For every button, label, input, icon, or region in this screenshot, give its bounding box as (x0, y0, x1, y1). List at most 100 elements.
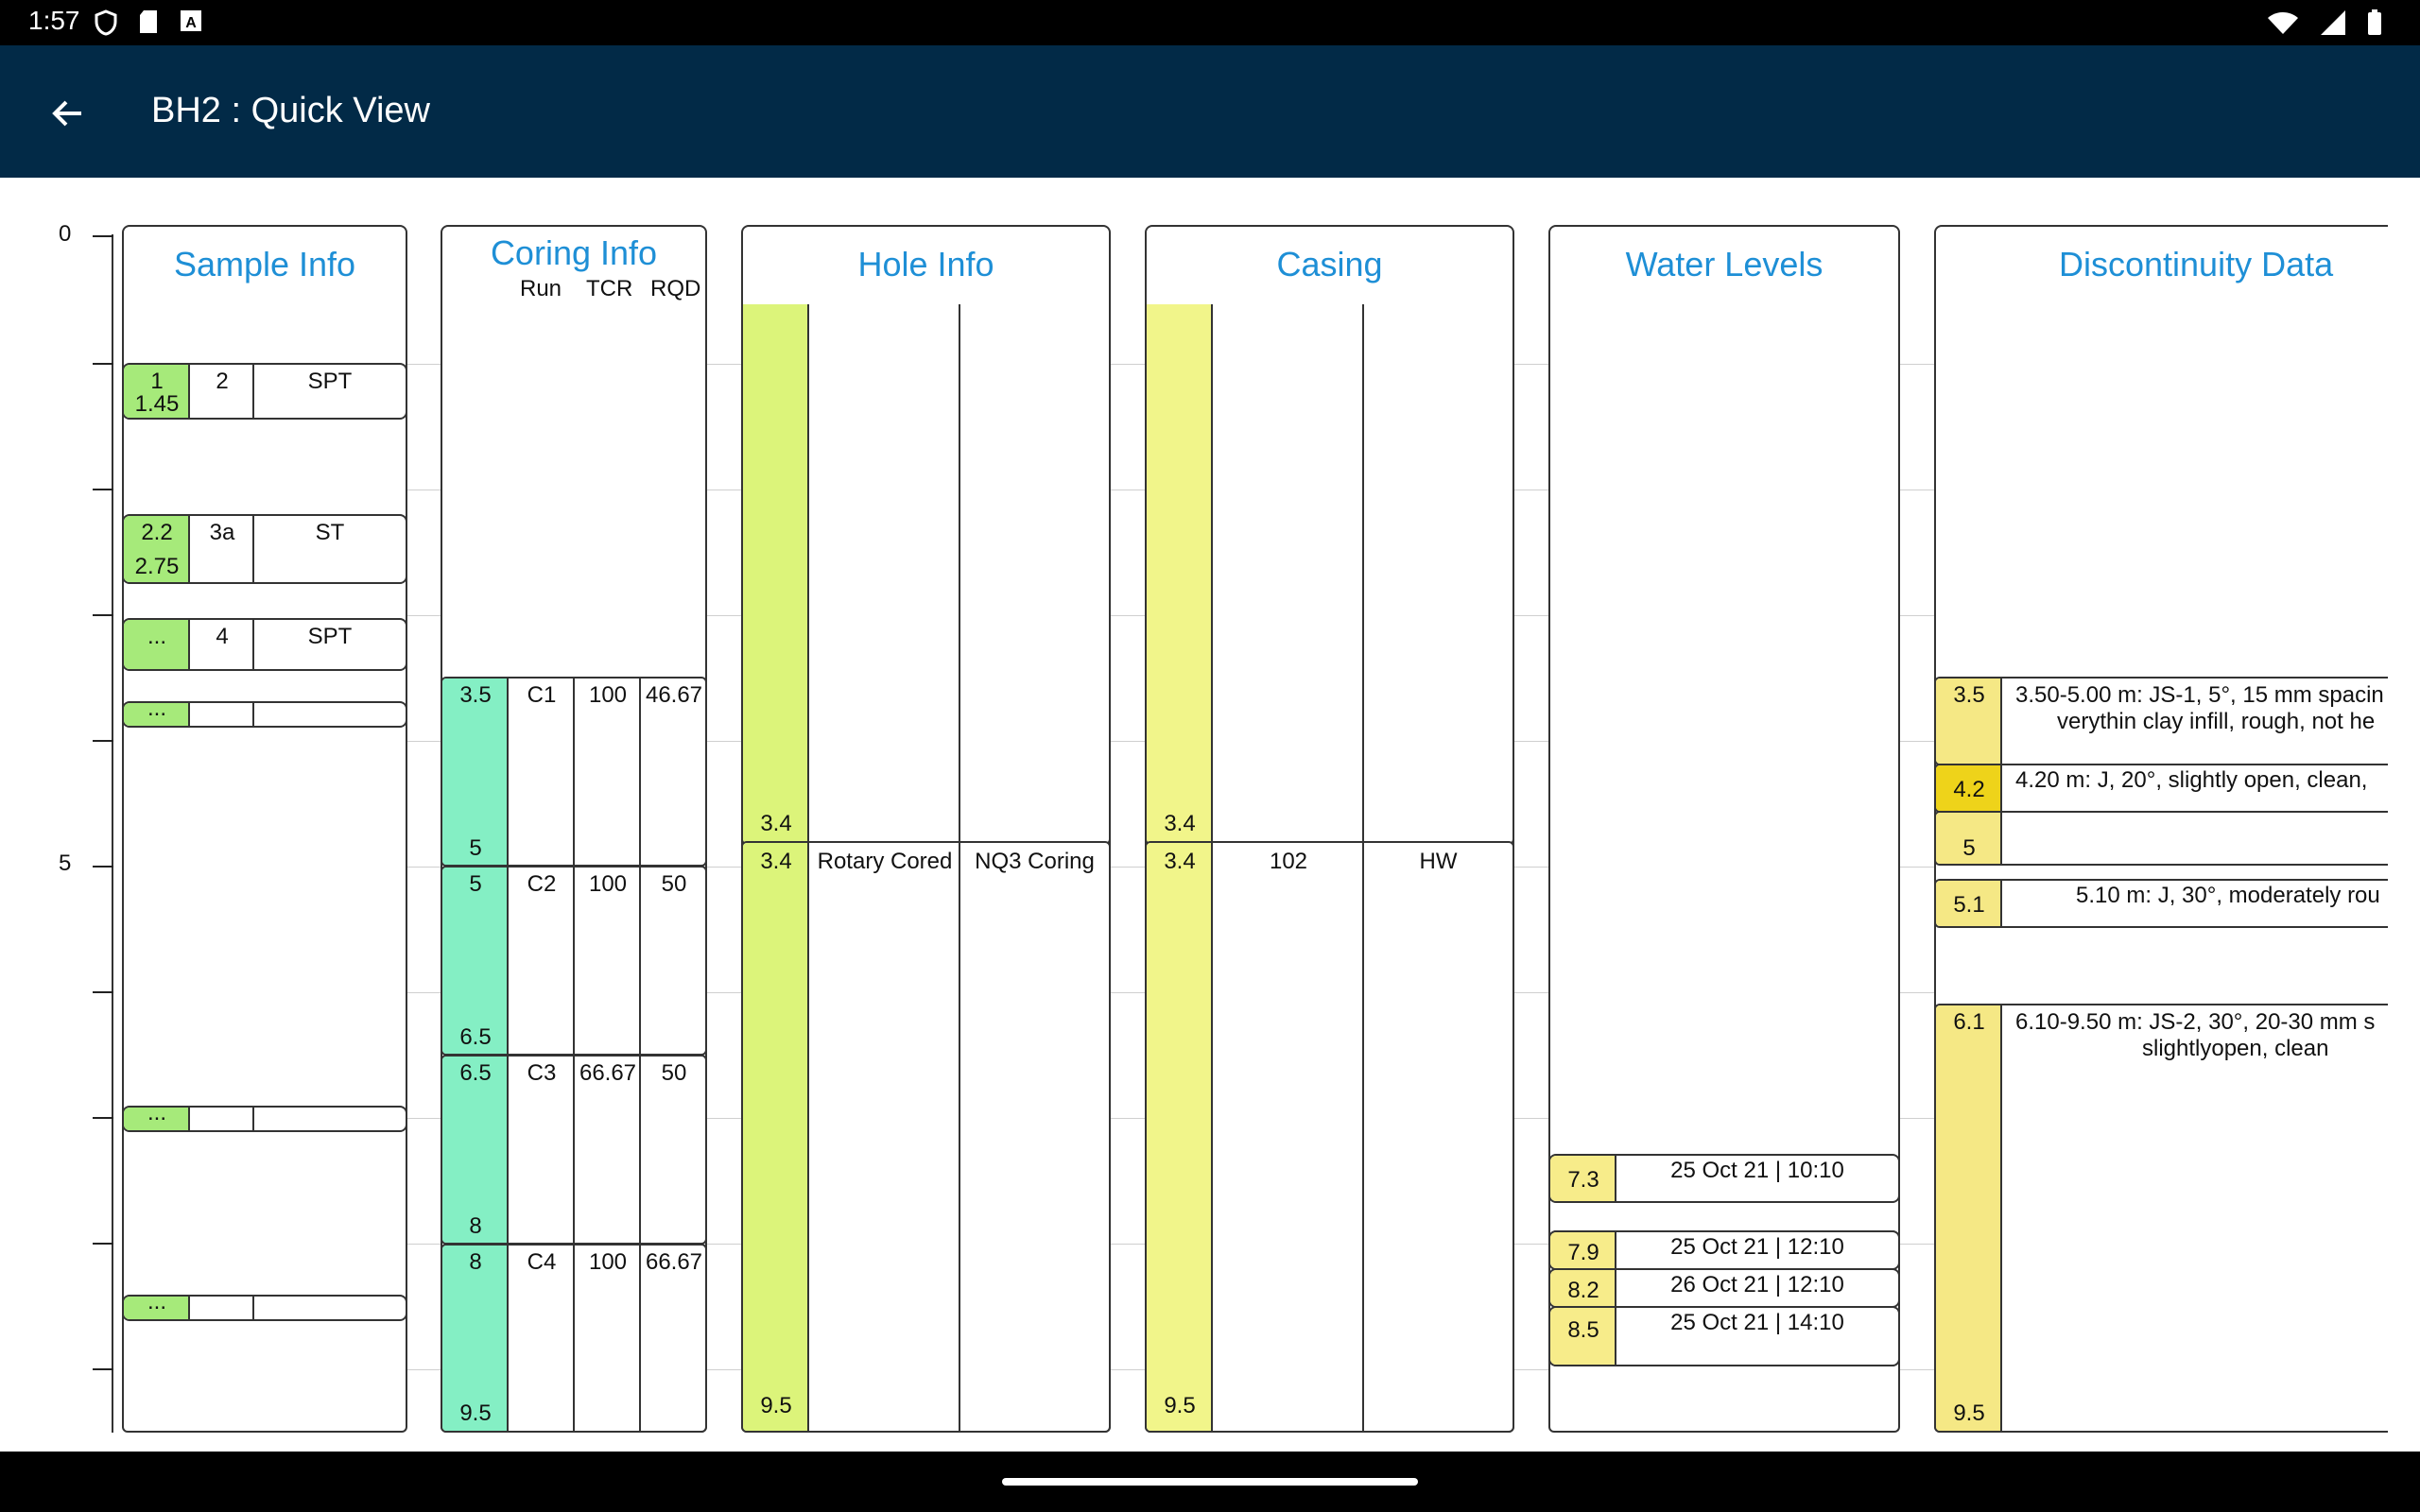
discontinuity-depth: 4.2 (1936, 765, 2002, 811)
discontinuity-description: 6.10-9.50 m: JS-2, 30°, 20-30 mm s sligh… (2015, 1009, 2376, 1061)
discontinuity-data-header[interactable]: Discontinuity Data (1934, 225, 2388, 306)
sample-type: SPT (307, 369, 353, 394)
depth-tick (93, 1117, 113, 1119)
run-subheader: Run (520, 276, 562, 301)
hole-core (960, 304, 1109, 843)
water-datetime: 25 Oct 21 | 12:10 (1670, 1234, 1844, 1260)
sample-number (190, 703, 254, 726)
discontinuity-row[interactable]: 4.2 4.20 m: J, 20°, slightly open, clean… (1934, 764, 2388, 813)
run-id: C2 (509, 868, 575, 1054)
discontinuity-description: 4.20 m: J, 20°, slightly open, clean, (2015, 767, 2368, 793)
run-depth: 6.5 8 (442, 1057, 509, 1243)
depth-tick (93, 614, 113, 616)
sample-row[interactable]: 1 1.45 2 SPT (122, 363, 407, 420)
depth-tick (93, 1368, 113, 1370)
water-level-row[interactable]: 7.3 25 Oct 21 | 10:10 (1548, 1154, 1900, 1203)
rqd-subheader: RQD (650, 276, 701, 301)
wifi-icon (2268, 12, 2298, 34)
sample-type: ST (315, 520, 345, 545)
battery-icon (2368, 9, 2381, 35)
hole-depth: 3.4 (743, 304, 809, 843)
depth-tick (93, 740, 113, 742)
sample-info-header[interactable]: Sample Info (122, 225, 407, 306)
casing-type (1364, 304, 1512, 843)
shield-icon (95, 9, 117, 36)
sample-type (254, 1108, 406, 1130)
sample-number: 3a (190, 516, 254, 582)
coring-run-row[interactable]: 3.5 5 C1 100 46.67 (441, 677, 707, 867)
discontinuity-depth: 5 (1936, 813, 2002, 864)
run-tcr: 66.67 (575, 1057, 641, 1243)
depth-tick (93, 235, 113, 237)
run-id: C3 (509, 1057, 575, 1243)
font-icon: A (181, 10, 201, 31)
run-depth: 3.5 5 (442, 679, 509, 865)
sample-row[interactable]: ... 4 SPT (122, 618, 407, 671)
run-rqd: 50 (661, 1060, 687, 1086)
sample-number: 2 (190, 365, 254, 418)
discontinuity-description: 5.10 m: J, 30°, moderately rou (2076, 883, 2380, 908)
casing-interval-row[interactable]: 3.4 9.5 102 HW (1145, 841, 1514, 1433)
discontinuity-description (2002, 813, 2388, 864)
water-levels-header[interactable]: Water Levels (1548, 225, 1900, 306)
hole-depth: 3.4 9.5 (743, 843, 809, 1431)
casing-depth: 3.4 (1147, 304, 1213, 843)
signal-icon (2321, 10, 2345, 35)
run-depth: 5 6.5 (442, 868, 509, 1054)
borehole-log[interactable]: 0 5 Sample Info 1 1.45 2 SPT 2.2 2.75 3a… (0, 178, 2420, 1452)
discontinuity-row[interactable]: 5.1 5.10 m: J, 30°, moderately rou (1934, 879, 2388, 928)
depth-label-5: 5 (59, 850, 72, 876)
coring-info-title: Coring Info (490, 233, 658, 272)
water-depth: 7.9 (1550, 1232, 1616, 1268)
water-depth: 8.5 (1550, 1308, 1616, 1365)
water-datetime: 26 Oct 21 | 12:10 (1670, 1272, 1844, 1297)
coring-run-row[interactable]: 5 6.5 C2 100 50 (441, 866, 707, 1056)
water-datetime: 25 Oct 21 | 14:10 (1670, 1310, 1844, 1335)
hole-method (809, 304, 960, 843)
casing-diameter (1213, 304, 1364, 843)
sample-depth: ... (124, 1108, 190, 1130)
sample-depth: ... (124, 1297, 190, 1319)
tcr-subheader: TCR (586, 276, 633, 301)
depth-tick (93, 866, 113, 868)
status-bar: 1:57 A (0, 0, 2420, 45)
coring-run-row[interactable]: 8 9.5 C4 100 66.67 (441, 1244, 707, 1433)
depth-tick (93, 1243, 113, 1245)
sample-row[interactable]: ... (122, 1295, 407, 1321)
water-level-row[interactable]: 7.9 25 Oct 21 | 12:10 (1548, 1230, 1900, 1270)
water-level-row[interactable]: 8.2 26 Oct 21 | 12:10 (1548, 1268, 1900, 1308)
coring-run-row[interactable]: 6.5 8 C3 66.67 50 (441, 1055, 707, 1245)
discontinuity-row[interactable]: 6.1 9.5 6.10-9.50 m: JS-2, 30°, 20-30 mm… (1934, 1004, 2388, 1433)
back-button[interactable] (42, 87, 95, 140)
run-tcr: 100 (575, 1246, 641, 1431)
casing-type: HW (1419, 849, 1458, 874)
sample-row[interactable]: 2.2 2.75 3a ST (122, 514, 407, 584)
discontinuity-row[interactable]: 5 (1934, 811, 2388, 866)
casing-interval-row[interactable]: 3.4 (1145, 304, 1514, 845)
home-handle[interactable] (1002, 1478, 1418, 1486)
discontinuity-description: 3.50-5.00 m: JS-1, 5°, 15 mm spacin very… (2015, 682, 2384, 734)
hole-interval-row[interactable]: 3.4 (741, 304, 1111, 845)
sample-row[interactable]: ... (122, 1106, 407, 1132)
sample-depth: 1 1.45 (124, 365, 190, 418)
hole-interval-row[interactable]: 3.4 9.5 Rotary Cored NQ3 Coring (741, 841, 1111, 1433)
coring-info-header[interactable]: Coring Info (441, 225, 707, 306)
discontinuity-depth: 5.1 (1936, 881, 2002, 926)
run-tcr: 100 (575, 868, 641, 1054)
run-rqd: 46.67 (645, 682, 703, 708)
water-level-row[interactable]: 8.5 25 Oct 21 | 14:10 (1548, 1306, 1900, 1366)
hole-info-header[interactable]: Hole Info (741, 225, 1111, 306)
app-bar: BH2 : Quick View (0, 45, 2420, 178)
sample-row[interactable]: ... (122, 701, 407, 728)
sample-type: SPT (307, 624, 353, 649)
page-title: BH2 : Quick View (151, 91, 430, 130)
discontinuity-row[interactable]: 3.5 3.50-5.00 m: JS-1, 5°, 15 mm spacin … (1934, 677, 2388, 765)
depth-tick (93, 363, 113, 365)
arrow-back-icon (52, 100, 81, 127)
casing-header[interactable]: Casing (1145, 225, 1514, 306)
hole-core: NQ3 Coring (975, 849, 1095, 874)
sample-type (254, 1297, 406, 1319)
run-rqd: 66.67 (645, 1249, 703, 1275)
depth-tick (93, 991, 113, 993)
svg-text:A: A (185, 15, 197, 31)
